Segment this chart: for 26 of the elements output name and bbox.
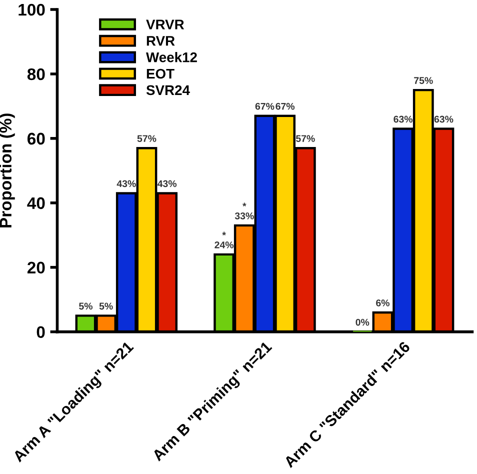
data-label: * 33% [234,202,254,220]
data-label: 63% [394,116,413,123]
legend-label: RVR [146,36,175,46]
y-tick-label: 20 [27,262,45,274]
legend-label: Week12 [146,52,197,62]
data-label: 57% [137,135,156,142]
data-label: 67% [255,102,274,110]
legend-label: EOT [146,68,174,79]
y-tick-label: 80 [27,68,45,80]
y-tick-label: 60 [28,132,45,145]
data-label: 43% [116,180,136,188]
data-label: 0% [356,318,370,326]
y-tick-label: 40 [27,197,45,210]
legend-label: SVR24 [146,85,190,96]
legend-label: VRVR [146,20,184,30]
data-label: 75% [414,77,433,84]
data-label: 5% [99,302,113,310]
data-label: * 24% [214,232,234,248]
data-label: 67% [276,102,295,110]
data-label: 63% [434,116,454,123]
data-label: 43% [157,180,177,188]
y-tick-label: 100 [18,4,45,16]
data-label: 6% [376,299,390,306]
data-label: 57% [296,135,315,142]
data-label: 5% [79,302,93,310]
y-tick-label: 0 [36,326,45,338]
